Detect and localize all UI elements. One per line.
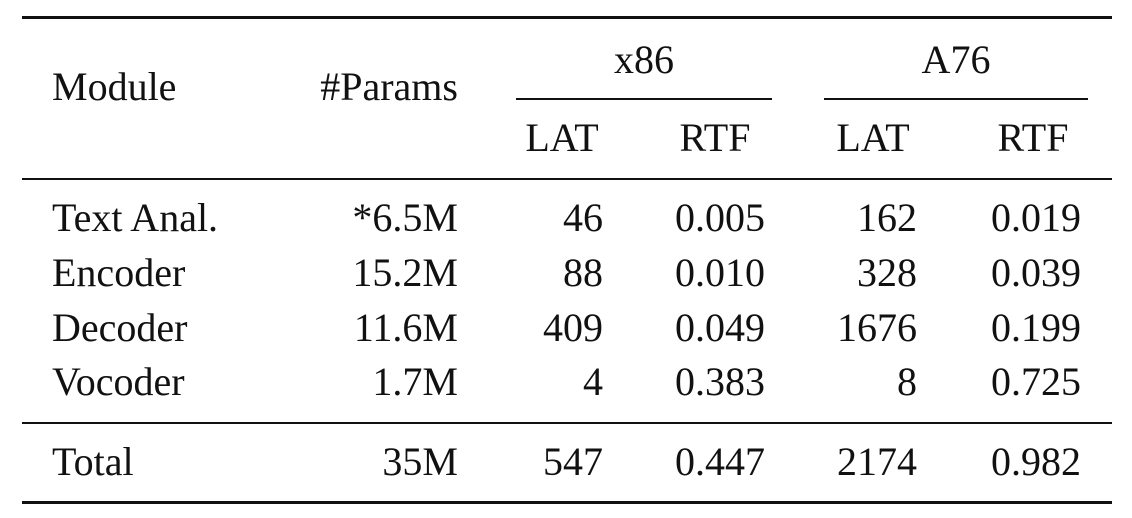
header-subcolumn: RTF bbox=[997, 115, 1069, 160]
cell-value: 547 bbox=[543, 439, 603, 484]
cell-value: 162 bbox=[857, 195, 917, 240]
cell-value: 2174 bbox=[837, 439, 917, 484]
header-rule bbox=[22, 178, 1112, 180]
cell-value: 0.019 bbox=[991, 195, 1081, 240]
cell-value: 46 bbox=[563, 195, 603, 240]
cell-value: 0.010 bbox=[675, 250, 765, 295]
row-label: Vocoder bbox=[52, 359, 185, 404]
cell-value: *6.5M bbox=[352, 195, 458, 240]
bottom-rule bbox=[22, 501, 1112, 504]
cell-value: 1.7M bbox=[372, 359, 458, 404]
cell-value: 0.005 bbox=[675, 195, 765, 240]
row-label: Encoder bbox=[52, 250, 186, 295]
cell-value: 88 bbox=[563, 250, 603, 295]
header-group: x86 bbox=[614, 37, 674, 82]
cell-value: 0.049 bbox=[675, 305, 765, 350]
cell-value: 4 bbox=[583, 359, 603, 404]
row-label: Decoder bbox=[52, 305, 188, 350]
cell-value: 15.2M bbox=[352, 250, 458, 295]
header-subcolumn: LAT bbox=[836, 115, 910, 160]
total-rule bbox=[22, 422, 1112, 424]
header-group: A76 bbox=[921, 37, 991, 82]
row-label: Total bbox=[52, 439, 134, 484]
row-label: Text Anal. bbox=[52, 195, 219, 240]
cell-value: 0.982 bbox=[991, 439, 1081, 484]
header-module: Module bbox=[52, 64, 177, 109]
cell-value: 0.039 bbox=[991, 250, 1081, 295]
group-rule bbox=[824, 98, 1088, 100]
cell-value: 1676 bbox=[837, 305, 917, 350]
cell-value: 0.725 bbox=[991, 359, 1081, 404]
header-subcolumn: RTF bbox=[679, 115, 751, 160]
cell-value: 0.383 bbox=[675, 359, 765, 404]
cell-value: 35M bbox=[382, 439, 458, 484]
header-subcolumn: LAT bbox=[525, 115, 599, 160]
cell-value: 328 bbox=[857, 250, 917, 295]
cell-value: 11.6M bbox=[353, 305, 458, 350]
cell-value: 8 bbox=[897, 359, 917, 404]
cell-value: 409 bbox=[543, 305, 603, 350]
header-params: #Params bbox=[320, 64, 458, 109]
cell-value: 0.447 bbox=[675, 439, 765, 484]
cell-value: 0.199 bbox=[991, 305, 1081, 350]
group-rule bbox=[516, 98, 772, 100]
top-rule bbox=[22, 16, 1112, 19]
